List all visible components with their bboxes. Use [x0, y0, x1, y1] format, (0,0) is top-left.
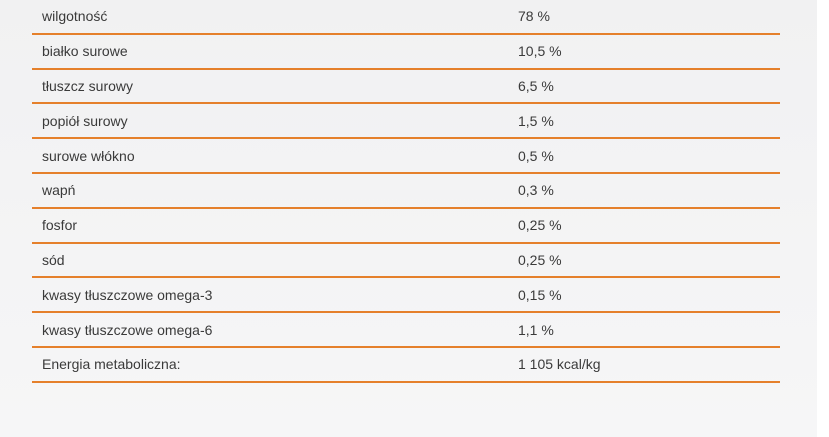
nutrient-label: kwasy tłuszczowe omega-6 — [42, 321, 213, 338]
table-row: Energia metaboliczna: 1 105 kcal/kg — [32, 348, 780, 383]
nutrient-value: 10,5 % — [518, 43, 562, 60]
nutrient-label: tłuszcz surowy — [42, 77, 134, 94]
nutrient-label: wapń — [42, 182, 76, 199]
nutrient-value: 78 % — [518, 8, 550, 25]
nutrient-value: 1 105 kcal/kg — [518, 356, 601, 373]
nutrient-label: Energia metaboliczna: — [42, 356, 181, 373]
nutrient-value: 0,15 % — [518, 286, 562, 303]
nutrition-table: wilgotność 78 % białko surowe 10,5 % tłu… — [32, 0, 780, 383]
nutrient-value: 1,5 % — [518, 112, 554, 129]
table-row: wilgotność 78 % — [32, 0, 780, 35]
nutrient-label: fosfor — [42, 217, 78, 234]
table-row: białko surowe 10,5 % — [32, 35, 780, 70]
table-row: kwasy tłuszczowe omega-3 0,15 % — [32, 278, 780, 314]
nutrient-label: surowe włókno — [42, 147, 135, 164]
nutrient-label: białko surowe — [42, 43, 128, 60]
table-row: tłuszcz surowy 6,5 % — [32, 70, 780, 105]
nutrient-value: 6,5 % — [518, 77, 554, 94]
table-row: fosfor 0,25 % — [32, 209, 780, 244]
table-row: kwasy tłuszczowe omega-6 1,1 % — [32, 313, 780, 348]
table-row: sód 0,25 % — [32, 244, 780, 279]
nutrient-value: 0,3 % — [518, 182, 554, 199]
nutrient-value: 0,25 % — [518, 251, 562, 268]
nutrient-label: sód — [42, 251, 65, 268]
table-row: wapń 0,3 % — [32, 174, 780, 209]
nutrient-label: wilgotność — [42, 8, 108, 25]
nutrient-value: 0,25 % — [518, 217, 562, 234]
nutrient-value: 0,5 % — [518, 147, 554, 164]
nutrient-label: popiół surowy — [42, 112, 128, 129]
nutrient-label: kwasy tłuszczowe omega-3 — [42, 286, 213, 303]
table-row: surowe włókno 0,5 % — [32, 139, 780, 174]
nutrient-value: 1,1 % — [518, 321, 554, 338]
table-row: popiół surowy 1,5 % — [32, 104, 780, 140]
